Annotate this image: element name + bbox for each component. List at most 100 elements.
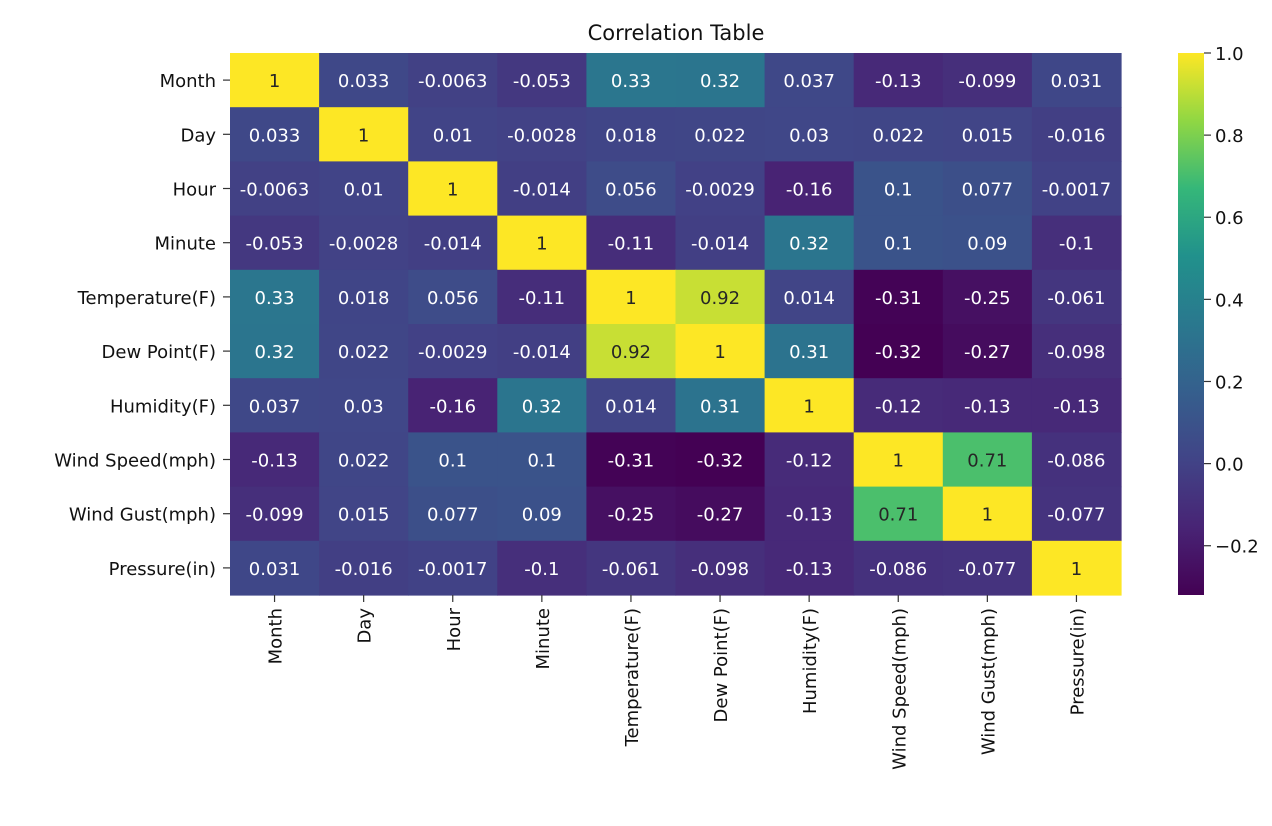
cell-value-label: 0.033 [338,71,390,92]
heatmap-cell [675,107,766,162]
cell-value-label: 0.056 [605,180,657,201]
heatmap-cell [853,324,944,379]
cell-value-label: 0.037 [783,71,835,92]
cell-value-label: 1 [714,342,725,363]
heatmap-cell [853,107,944,162]
x-tick-label: Month [266,608,287,664]
heatmap-cell [853,215,944,271]
cell-value-label: 0.03 [789,125,829,146]
cell-value-label: 1 [358,125,369,146]
cell-value-label: -0.31 [875,288,922,309]
y-tick-label: Dew Point(F) [102,342,216,363]
cell-value-label: 0.077 [962,180,1014,201]
cell-value-label: 0.31 [700,396,740,417]
heatmap-cell [675,378,766,433]
heatmap-cell [408,378,498,433]
cell-value-label: -0.061 [1047,288,1105,309]
cell-value-label: 0.018 [605,125,657,146]
heatmap-cell [230,378,320,433]
cell-value-label: 0.056 [427,288,479,309]
cell-value-label: 0.01 [344,180,384,201]
cell-value-label: -0.053 [246,234,304,255]
colorbar-tick-label: 0.6 [1215,208,1244,229]
heatmap-cell [942,486,1033,542]
x-tick-label: Humidity(F) [800,608,821,714]
cell-value-label: 0.32 [522,396,562,417]
cell-value-label: -0.099 [246,505,304,526]
heatmap-cell [408,540,498,596]
cell-value-label: -0.014 [424,234,482,255]
heatmap-cell [408,324,498,379]
y-tick-label: Wind Speed(mph) [54,451,216,472]
cell-value-label: -0.086 [869,559,927,580]
heatmap-cell [764,324,855,379]
heatmap-cell [942,107,1033,162]
colorbar-tick-label: −0.2 [1215,537,1259,558]
cell-value-label: 0.022 [338,451,390,472]
cell-value-label: -0.0063 [418,71,487,92]
cell-value-label: 1 [447,180,458,201]
heatmap-cell [853,540,944,596]
heatmap-cell [408,215,498,271]
heatmap-cell [497,324,587,379]
x-tick-label: Dew Point(F) [711,608,732,722]
cell-value-label: -0.086 [1047,451,1105,472]
x-tick-label: Hour [444,607,465,651]
cell-value-label: -0.016 [335,559,393,580]
heatmap-cells [230,53,1122,596]
cell-value-label: -0.0017 [418,559,487,580]
heatmap-cell [675,432,766,488]
cell-value-label: -0.0029 [685,180,754,201]
heatmap-cell [675,269,766,325]
cell-value-label: 0.32 [789,234,829,255]
cell-value-label: -0.13 [1053,396,1100,417]
heatmap-cell [764,378,855,433]
heatmap-cell [408,53,498,108]
cell-value-label: 1 [803,396,814,417]
cell-value-label: 1 [536,234,547,255]
cell-value-label: -0.099 [958,71,1016,92]
heatmap-cell [1031,486,1122,542]
cell-value-label: -0.13 [875,71,922,92]
heatmap-cell [942,324,1033,379]
heatmap-cell [497,432,587,488]
cell-value-label: 0.09 [522,505,562,526]
cell-value-label: -0.13 [786,559,833,580]
heatmap-cell [1031,215,1122,271]
cell-value-label: -0.13 [964,396,1011,417]
cell-value-label: -0.098 [691,559,749,580]
cell-value-label: 0.01 [433,125,473,146]
heatmap-cell [942,378,1033,433]
cell-value-label: 1 [1071,559,1082,580]
heatmap-cell [764,486,855,542]
cell-value-label: -0.0028 [507,125,576,146]
cell-value-label: -0.0029 [418,342,487,363]
heatmap-cell [319,107,409,162]
cell-value-label: -0.25 [964,288,1011,309]
heatmap-cell [230,432,320,488]
chart-title: Correlation Table [588,21,765,45]
cell-value-label: -0.31 [608,451,655,472]
heatmap-cell [230,486,320,542]
heatmap-cell [1031,378,1122,433]
heatmap-cell [853,432,944,488]
heatmap-cell [1031,53,1122,108]
heatmap-cell [675,486,766,542]
heatmap-cell [586,432,677,488]
heatmap-cell [319,269,409,325]
y-tick-label: Day [180,125,216,146]
heatmap-cell [586,486,677,542]
heatmap-cell [853,486,944,542]
heatmap-cell [497,161,587,217]
heatmap-cell [408,107,498,162]
y-tick-label: Wind Gust(mph) [69,505,216,526]
cell-value-label: 0.031 [1051,71,1103,92]
heatmap-cell [230,161,320,217]
cell-value-label: 0.1 [528,451,557,472]
heatmap-cell [586,540,677,596]
heatmap-cell [586,107,677,162]
cell-value-label: 0.33 [611,71,651,92]
heatmap-cell [497,269,587,325]
heatmap-cell [675,161,766,217]
heatmap-cell [230,540,320,596]
